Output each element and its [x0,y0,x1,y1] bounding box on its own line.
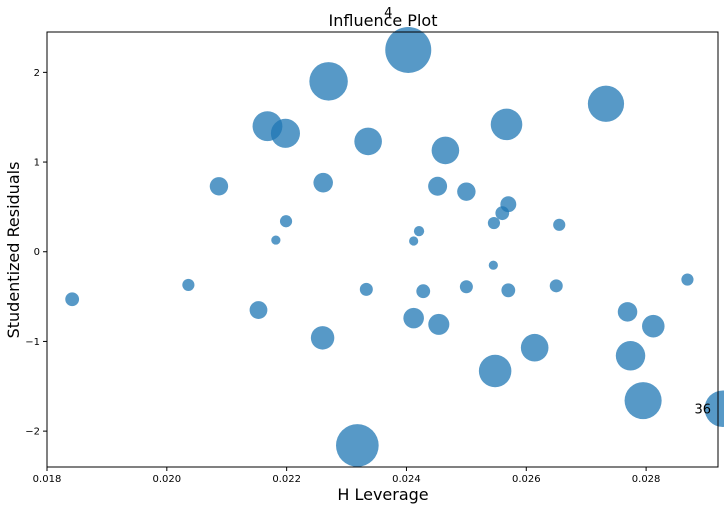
x-tick-label: 0.018 [33,474,62,485]
data-point [271,235,281,245]
data-point [409,236,419,246]
data-point [488,260,498,270]
point-label: 36 [695,403,712,418]
data-point [501,283,516,298]
data-point [642,314,665,338]
data-point [209,177,229,196]
data-point [681,273,694,286]
data-point [704,390,724,427]
point-label: 4 [384,6,392,21]
y-tick-label: 1 [34,158,40,169]
chart-title: Influence Plot [329,11,438,30]
y-tick-label: −1 [25,337,40,348]
data-point [336,424,379,467]
x-tick-label: 0.020 [153,474,182,485]
y-axis-ticks: −2 −1 0 1 2 [25,68,47,438]
data-point [413,225,425,237]
data-point [428,313,450,335]
x-tick-label: 0.022 [272,474,301,485]
data-point [310,326,335,350]
data-point [385,26,432,73]
x-tick-label: 0.024 [392,474,421,485]
data-point [309,62,348,101]
plot-area-frame [46,31,719,468]
data-point [359,282,373,296]
data-point [354,127,382,156]
data-point [249,301,268,319]
x-tick-label: 0.026 [512,474,541,485]
data-point [313,172,333,193]
data-point [520,333,549,362]
data-point [279,215,293,228]
data-point [478,354,512,388]
data-point [431,136,460,165]
data-point [270,118,300,148]
data-point [624,382,662,420]
data-point [490,108,523,141]
data-point [487,216,501,230]
y-tick-label: 0 [34,247,40,258]
y-axis-label: Studentized Residuals [4,162,23,339]
y-tick-label: 2 [34,68,40,79]
data-point [549,279,563,293]
data-point [553,218,566,231]
data-point [617,302,638,322]
x-axis-label: H Leverage [337,485,428,504]
x-axis-ticks: 0.018 0.020 0.022 0.024 0.026 0.028 [33,467,661,485]
data-point [403,307,424,329]
data-point [416,284,431,299]
data-point [182,278,195,292]
point-annotations: 4 36 [384,6,711,418]
data-point [428,176,448,196]
data-point [457,182,476,201]
data-point [65,292,80,307]
data-point [495,206,510,221]
y-tick-label: −2 [25,427,40,438]
data-point [587,85,625,122]
points-layer [65,26,724,467]
data-point [615,341,646,371]
x-tick-label: 0.028 [632,474,661,485]
data-point [459,280,473,294]
